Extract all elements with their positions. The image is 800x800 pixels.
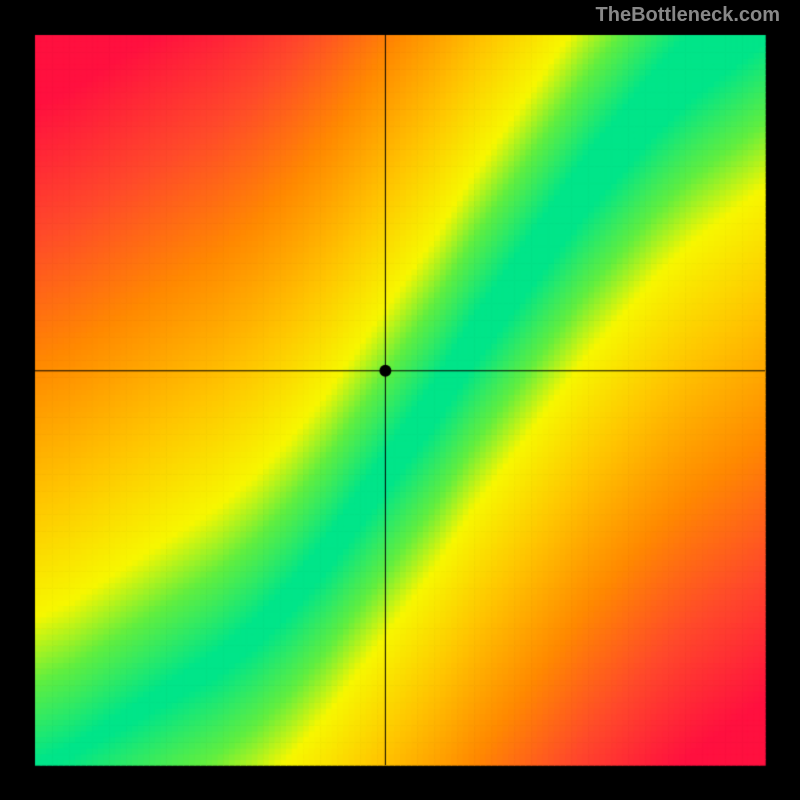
- watermark-text: TheBottleneck.com: [596, 4, 780, 27]
- chart-container: TheBottleneck.com: [0, 0, 800, 800]
- bottleneck-heatmap: [0, 0, 800, 800]
